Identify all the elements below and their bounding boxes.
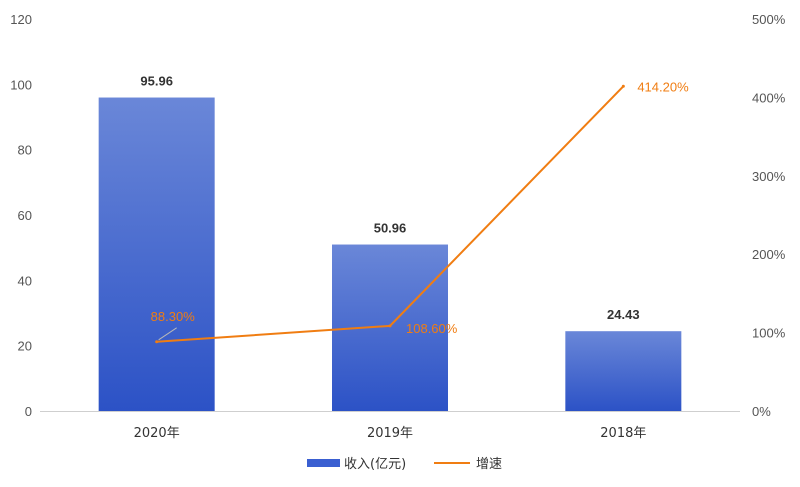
growth-point: [155, 340, 159, 344]
growth-value-label: 108.60%: [406, 321, 458, 336]
legend-label: 收入(亿元): [344, 457, 406, 472]
bar-labels: 95.96 50.96 24.43: [140, 74, 639, 323]
bar-value-label: 50.96: [374, 221, 407, 236]
left-tick-label: 60: [18, 208, 32, 223]
category-label: 2019年: [367, 426, 413, 441]
growth-value-label: 414.20%: [637, 79, 689, 94]
growth-point: [388, 324, 392, 328]
bars: [98, 97, 682, 411]
bar: [565, 331, 682, 411]
bar-value-label: 24.43: [607, 307, 640, 322]
right-tick-label: 400%: [752, 90, 786, 105]
right-tick-label: 200%: [752, 247, 786, 262]
right-tick-label: 500%: [752, 12, 786, 27]
bar: [98, 97, 215, 411]
growth-value-label: 88.30%: [151, 309, 196, 324]
left-axis-ticks: 0 20 40 60 80 100 120: [10, 12, 32, 419]
bar-value-label: 95.96: [140, 74, 173, 89]
right-tick-label: 100%: [752, 326, 786, 341]
left-tick-label: 80: [18, 143, 32, 158]
left-tick-label: 100: [10, 77, 32, 92]
right-axis-ticks: 0% 100% 200% 300% 400% 500%: [752, 12, 786, 419]
left-tick-label: 20: [18, 339, 32, 354]
legend-swatch-bar: [307, 459, 340, 467]
growth-line-group: 88.30% 108.60% 414.20%: [151, 79, 689, 344]
category-labels: 2020年 2019年 2018年: [134, 426, 647, 441]
right-tick-label: 0%: [752, 404, 771, 419]
legend: 收入(亿元) 增速: [307, 457, 502, 472]
category-label: 2020年: [134, 426, 180, 441]
left-tick-label: 120: [10, 12, 32, 27]
growth-point: [621, 84, 625, 88]
left-tick-label: 40: [18, 273, 32, 288]
category-label: 2018年: [600, 426, 646, 441]
legend-label: 增速: [476, 457, 502, 472]
growth-label-leader: [158, 327, 177, 341]
right-tick-label: 300%: [752, 169, 786, 184]
left-tick-label: 0: [25, 404, 32, 419]
